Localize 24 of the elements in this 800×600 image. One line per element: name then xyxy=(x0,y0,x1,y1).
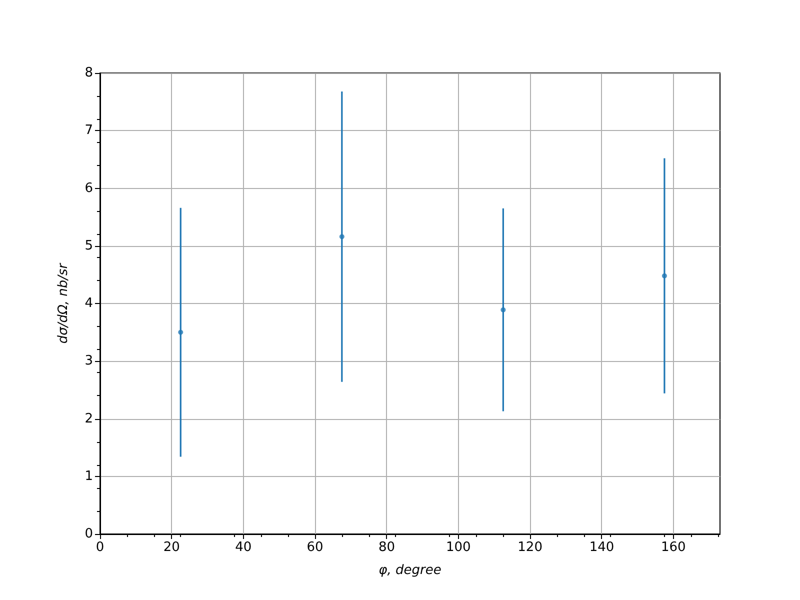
x-tick-label: 120 xyxy=(518,540,542,555)
y-axis-title: dσ/dΩ, nb/sr xyxy=(56,262,71,344)
y-tick-label: 7 xyxy=(84,123,93,138)
y-tick-label: 8 xyxy=(84,66,93,80)
point xyxy=(662,273,667,278)
point xyxy=(500,307,506,312)
y-tick-label: 5 xyxy=(84,238,93,254)
x-tick-label: 20 xyxy=(163,540,180,555)
x-axis-title: φ, degree xyxy=(378,563,442,578)
point xyxy=(178,330,184,335)
x-tick-label: 60 xyxy=(306,540,324,555)
y-tick-label: 3 xyxy=(84,354,93,369)
y-tick-label: 4 xyxy=(84,296,93,311)
x-tick-label: 100 xyxy=(446,540,471,555)
x-tick-label: 0 xyxy=(96,540,104,555)
x-tick-label: 140 xyxy=(589,540,614,555)
y-tick-label: 0 xyxy=(84,526,93,542)
y-tick-label: 6 xyxy=(84,180,93,196)
y-tick-label: 1 xyxy=(84,468,93,484)
x-tick-label: 160 xyxy=(660,540,686,555)
x-tick-label: 40 xyxy=(235,540,252,555)
x-tick-label: 80 xyxy=(378,540,395,555)
point xyxy=(339,234,344,240)
y-tick-label: 2 xyxy=(84,411,93,426)
